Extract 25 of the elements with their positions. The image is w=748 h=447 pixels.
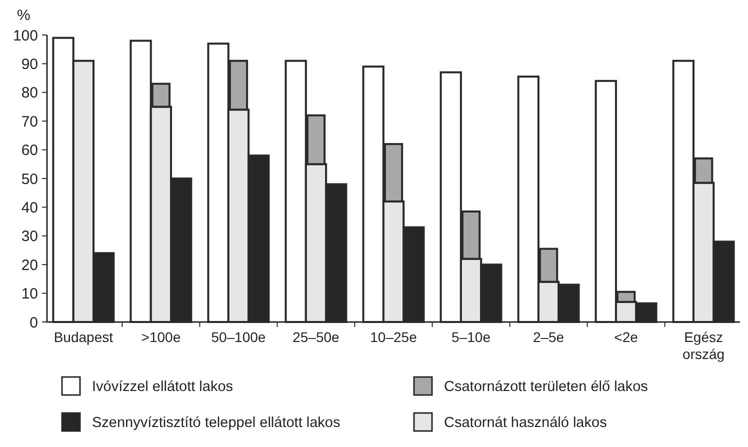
legend-label: Szennyvíztisztító teleppel ellátott lakos [92, 415, 340, 432]
x-tick-label: 2–5e [532, 329, 564, 345]
y-tick-label: 0 [30, 314, 38, 332]
legend-label: Csatornát használó lakos [444, 415, 607, 432]
x-tick-label: 5–10e [452, 329, 491, 345]
y-tick-label: 40 [21, 199, 38, 216]
y-tick-label: 90 [21, 56, 38, 73]
y-tick-label: 30 [21, 228, 38, 246]
x-tick-label: 50–100e [211, 329, 266, 345]
y-tick-label: 10 [21, 286, 38, 303]
y-tick-label: 70 [21, 113, 38, 130]
y-axis-title: % [17, 7, 30, 24]
legend-label: Ivóvízzel ellátott lakos [92, 379, 234, 396]
x-tick-label: 25–50e [292, 329, 340, 345]
x-tick-label: <2e [614, 329, 638, 345]
x-tick-label: >100e [141, 329, 181, 345]
y-tick-label: 50 [21, 170, 38, 188]
y-tick-label: 100 [12, 27, 38, 44]
legend-label: Csatornázott területen élő lakos [444, 379, 648, 396]
x-tick-label: Egész ország [682, 329, 725, 362]
y-tick-label: 20 [21, 256, 38, 274]
y-tick-label: 80 [21, 84, 38, 102]
y-tick-label: 60 [21, 142, 38, 160]
x-tick-label: 10–25e [370, 329, 418, 345]
x-tick-label: Budapest [54, 329, 114, 345]
